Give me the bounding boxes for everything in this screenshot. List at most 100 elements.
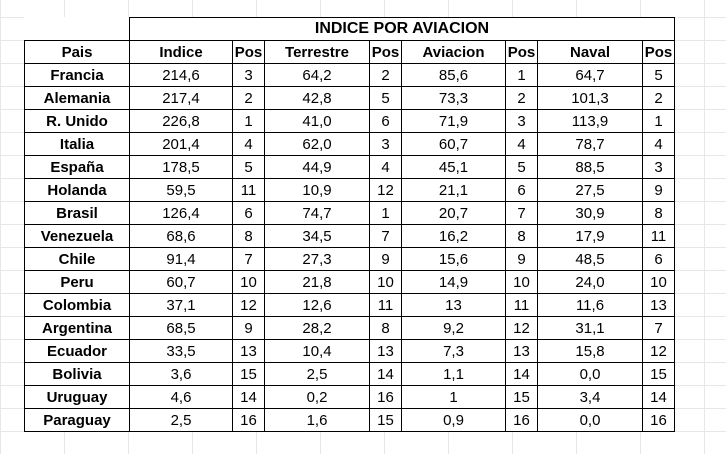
- cell-aviacion[interactable]: 85,6: [401, 63, 506, 87]
- cell-pais[interactable]: España: [24, 155, 130, 179]
- cell-naval[interactable]: 88,5: [537, 155, 643, 179]
- cell-aviacion[interactable]: 21,1: [401, 178, 506, 202]
- cell-pos[interactable]: 2: [232, 86, 265, 110]
- cell-pos[interactable]: 9: [505, 247, 538, 271]
- cell-indice[interactable]: 59,5: [129, 178, 233, 202]
- cell-terrestre[interactable]: 42,8: [264, 86, 370, 110]
- cell-indice[interactable]: 126,4: [129, 201, 233, 225]
- cell-pais[interactable]: Paraguay: [24, 408, 130, 432]
- header-indice[interactable]: Indice: [129, 40, 233, 64]
- cell-pos[interactable]: 12: [505, 316, 538, 340]
- header-naval[interactable]: Naval: [537, 40, 643, 64]
- cell-pais[interactable]: Venezuela: [24, 224, 130, 248]
- cell-terrestre[interactable]: 2,5: [264, 362, 370, 386]
- cell-terrestre[interactable]: 10,9: [264, 178, 370, 202]
- cell-pos[interactable]: 15: [505, 385, 538, 409]
- cell-pos[interactable]: 12: [232, 293, 265, 317]
- cell-pais[interactable]: Colombia: [24, 293, 130, 317]
- cell-naval[interactable]: 48,5: [537, 247, 643, 271]
- cell-indice[interactable]: 33,5: [129, 339, 233, 363]
- header-pos-aviacion[interactable]: Pos: [505, 40, 538, 64]
- cell-aviacion[interactable]: 71,9: [401, 109, 506, 133]
- cell-pos[interactable]: 1: [232, 109, 265, 133]
- cell-pos[interactable]: 16: [369, 385, 402, 409]
- cell-pos[interactable]: 5: [505, 155, 538, 179]
- cell-indice[interactable]: 37,1: [129, 293, 233, 317]
- cell-pos[interactable]: 12: [369, 178, 402, 202]
- cell-aviacion[interactable]: 45,1: [401, 155, 506, 179]
- cell-pos[interactable]: 10: [369, 270, 402, 294]
- cell-pos[interactable]: 12: [642, 339, 675, 363]
- cell-terrestre[interactable]: 21,8: [264, 270, 370, 294]
- cell-pos[interactable]: 16: [642, 408, 675, 432]
- cell-naval[interactable]: 101,3: [537, 86, 643, 110]
- cell-aviacion[interactable]: 15,6: [401, 247, 506, 271]
- cell-terrestre[interactable]: 41,0: [264, 109, 370, 133]
- cell-pos[interactable]: 5: [232, 155, 265, 179]
- cell-indice[interactable]: 60,7: [129, 270, 233, 294]
- cell-pos[interactable]: 7: [369, 224, 402, 248]
- cell-terrestre[interactable]: 28,2: [264, 316, 370, 340]
- cell-pos[interactable]: 11: [369, 293, 402, 317]
- cell-pos[interactable]: 9: [642, 178, 675, 202]
- table-title[interactable]: INDICE POR AVIACION: [129, 17, 675, 41]
- header-pais[interactable]: Pais: [24, 40, 130, 64]
- cell-pos[interactable]: 14: [505, 362, 538, 386]
- header-pos-indice[interactable]: Pos: [232, 40, 265, 64]
- cell-pos[interactable]: 6: [642, 247, 675, 271]
- cell-pos[interactable]: 4: [642, 132, 675, 156]
- header-pos-terrestre[interactable]: Pos: [369, 40, 402, 64]
- cell-pais[interactable]: Alemania: [24, 86, 130, 110]
- cell-aviacion[interactable]: 20,7: [401, 201, 506, 225]
- cell-aviacion[interactable]: 73,3: [401, 86, 506, 110]
- cell-pais[interactable]: Francia: [24, 63, 130, 87]
- cell-pos[interactable]: 8: [369, 316, 402, 340]
- cell-indice[interactable]: 201,4: [129, 132, 233, 156]
- cell-pais[interactable]: R. Unido: [24, 109, 130, 133]
- cell-terrestre[interactable]: 1,6: [264, 408, 370, 432]
- cell-pos[interactable]: 10: [505, 270, 538, 294]
- cell-pos[interactable]: 3: [232, 63, 265, 87]
- cell-pos[interactable]: 4: [232, 132, 265, 156]
- cell-pos[interactable]: 13: [505, 339, 538, 363]
- cell-naval[interactable]: 30,9: [537, 201, 643, 225]
- cell-indice[interactable]: 214,6: [129, 63, 233, 87]
- cell-aviacion[interactable]: 14,9: [401, 270, 506, 294]
- cell-naval[interactable]: 27,5: [537, 178, 643, 202]
- cell-pos[interactable]: 14: [232, 385, 265, 409]
- cell-pos[interactable]: 5: [369, 86, 402, 110]
- header-terrestre[interactable]: Terrestre: [264, 40, 370, 64]
- cell-pos[interactable]: 5: [642, 63, 675, 87]
- cell-pos[interactable]: 4: [369, 155, 402, 179]
- cell-pos[interactable]: 8: [642, 201, 675, 225]
- cell-pos[interactable]: 14: [642, 385, 675, 409]
- cell-naval[interactable]: 78,7: [537, 132, 643, 156]
- cell-pais[interactable]: Uruguay: [24, 385, 130, 409]
- cell-naval[interactable]: 0,0: [537, 362, 643, 386]
- cell-terrestre[interactable]: 64,2: [264, 63, 370, 87]
- cell-pais[interactable]: Peru: [24, 270, 130, 294]
- cell-terrestre[interactable]: 74,7: [264, 201, 370, 225]
- cell-terrestre[interactable]: 27,3: [264, 247, 370, 271]
- cell-pais[interactable]: Argentina: [24, 316, 130, 340]
- cell-naval[interactable]: 24,0: [537, 270, 643, 294]
- cell-pos[interactable]: 14: [369, 362, 402, 386]
- cell-terrestre[interactable]: 34,5: [264, 224, 370, 248]
- cell-pos[interactable]: 11: [232, 178, 265, 202]
- cell-pos[interactable]: 10: [232, 270, 265, 294]
- cell-indice[interactable]: 3,6: [129, 362, 233, 386]
- cell-terrestre[interactable]: 12,6: [264, 293, 370, 317]
- cell-naval[interactable]: 113,9: [537, 109, 643, 133]
- cell-pos[interactable]: 1: [642, 109, 675, 133]
- cell-pos[interactable]: 3: [642, 155, 675, 179]
- cell-naval[interactable]: 15,8: [537, 339, 643, 363]
- cell-pos[interactable]: 2: [642, 86, 675, 110]
- cell-pos[interactable]: 8: [232, 224, 265, 248]
- cell-aviacion[interactable]: 7,3: [401, 339, 506, 363]
- cell-pos[interactable]: 9: [232, 316, 265, 340]
- cell-pos[interactable]: 9: [369, 247, 402, 271]
- cell-indice[interactable]: 217,4: [129, 86, 233, 110]
- cell-pos[interactable]: 4: [505, 132, 538, 156]
- cell-pos[interactable]: 8: [505, 224, 538, 248]
- cell-pos[interactable]: 3: [369, 132, 402, 156]
